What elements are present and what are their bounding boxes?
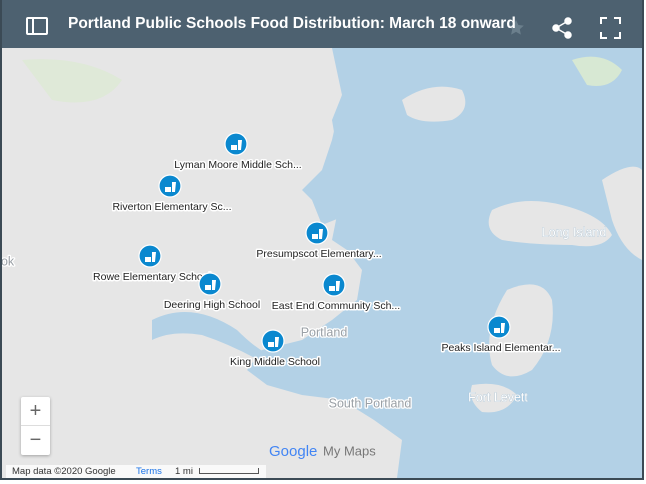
place-label: Portland bbox=[301, 325, 348, 339]
marker-pin bbox=[138, 244, 162, 268]
marker-pin bbox=[322, 273, 346, 297]
google-logo: Google bbox=[269, 443, 317, 460]
marker-label: Deering High School bbox=[164, 299, 260, 311]
header-icons bbox=[26, 17, 621, 39]
marker-pin bbox=[261, 329, 285, 353]
zoom-in[interactable]: + bbox=[21, 397, 50, 426]
place-label: Fort Levett bbox=[468, 390, 528, 404]
school-marker[interactable]: Rowe Elementary School bbox=[92, 244, 212, 284]
marker-icon bbox=[329, 281, 340, 291]
marker-label: Riverton Elementary Sc... bbox=[112, 201, 231, 213]
legend-toggle[interactable] bbox=[26, 17, 48, 35]
marker-icon bbox=[145, 252, 156, 262]
school-marker[interactable]: Peaks Island Elementar... bbox=[440, 315, 562, 355]
marker-pin bbox=[305, 221, 329, 245]
river bbox=[302, 95, 367, 225]
marker-icon bbox=[312, 229, 323, 239]
marker-label: Lyman Moore Middle Sch... bbox=[174, 159, 301, 171]
island bbox=[402, 86, 466, 122]
school-marker[interactable]: King Middle School bbox=[229, 329, 321, 369]
marker-pin bbox=[487, 315, 511, 339]
terms-link[interactable]: Terms bbox=[136, 466, 162, 477]
marker-icon bbox=[268, 337, 279, 347]
marker-pin bbox=[224, 132, 248, 156]
marker-pin bbox=[198, 272, 222, 296]
park bbox=[22, 59, 122, 103]
map-header: Portland Public Schools Food Distributio… bbox=[2, 0, 642, 48]
school-marker[interactable]: East End Community Sch... bbox=[270, 273, 402, 313]
back-cove bbox=[152, 312, 264, 362]
marker-icon bbox=[165, 182, 176, 192]
zoom-controls: + − bbox=[21, 397, 50, 455]
map-footer: Map data ©2020 Google Terms 1 mi bbox=[6, 465, 266, 478]
star-icon[interactable] bbox=[508, 20, 524, 35]
school-marker[interactable]: Deering High School bbox=[162, 272, 262, 312]
marker-label: Peaks Island Elementar... bbox=[441, 342, 560, 354]
school-marker[interactable]: Presumpscot Elementary... bbox=[255, 221, 383, 261]
map[interactable]: Long Island ook Portland South Portland Fort… bbox=[2, 0, 642, 478]
marker-pin bbox=[158, 174, 182, 198]
school-marker[interactable]: Lyman Moore Middle Sch... bbox=[173, 132, 303, 172]
map-title: Portland Public Schools Food Distributio… bbox=[68, 15, 516, 32]
school-marker[interactable]: Riverton Elementary Sc... bbox=[111, 174, 233, 214]
island bbox=[488, 201, 612, 247]
marker-icon bbox=[231, 140, 242, 150]
island bbox=[470, 383, 517, 413]
marker-label: King Middle School bbox=[230, 356, 320, 368]
marker-label: Presumpscot Elementary... bbox=[256, 248, 381, 260]
scale-label: 1 mi bbox=[175, 466, 193, 477]
attribution: Map data ©2020 Google bbox=[12, 466, 116, 477]
island bbox=[602, 166, 642, 260]
zoom-out[interactable]: − bbox=[29, 429, 42, 451]
place-label: ook bbox=[2, 254, 15, 268]
park bbox=[572, 56, 622, 86]
place-label: South Portland bbox=[329, 396, 412, 410]
marker-label: East End Community Sch... bbox=[272, 300, 400, 312]
marker-label: Rowe Elementary School bbox=[93, 271, 211, 283]
share-icon[interactable] bbox=[552, 17, 572, 39]
marker-icon bbox=[494, 323, 505, 333]
my-maps-logo: My Maps bbox=[323, 443, 376, 458]
island bbox=[489, 284, 553, 377]
place-label: Long Island bbox=[542, 225, 607, 239]
marker-icon bbox=[205, 280, 216, 290]
fullscreen-icon[interactable] bbox=[600, 17, 621, 39]
scale-bar bbox=[199, 468, 259, 474]
